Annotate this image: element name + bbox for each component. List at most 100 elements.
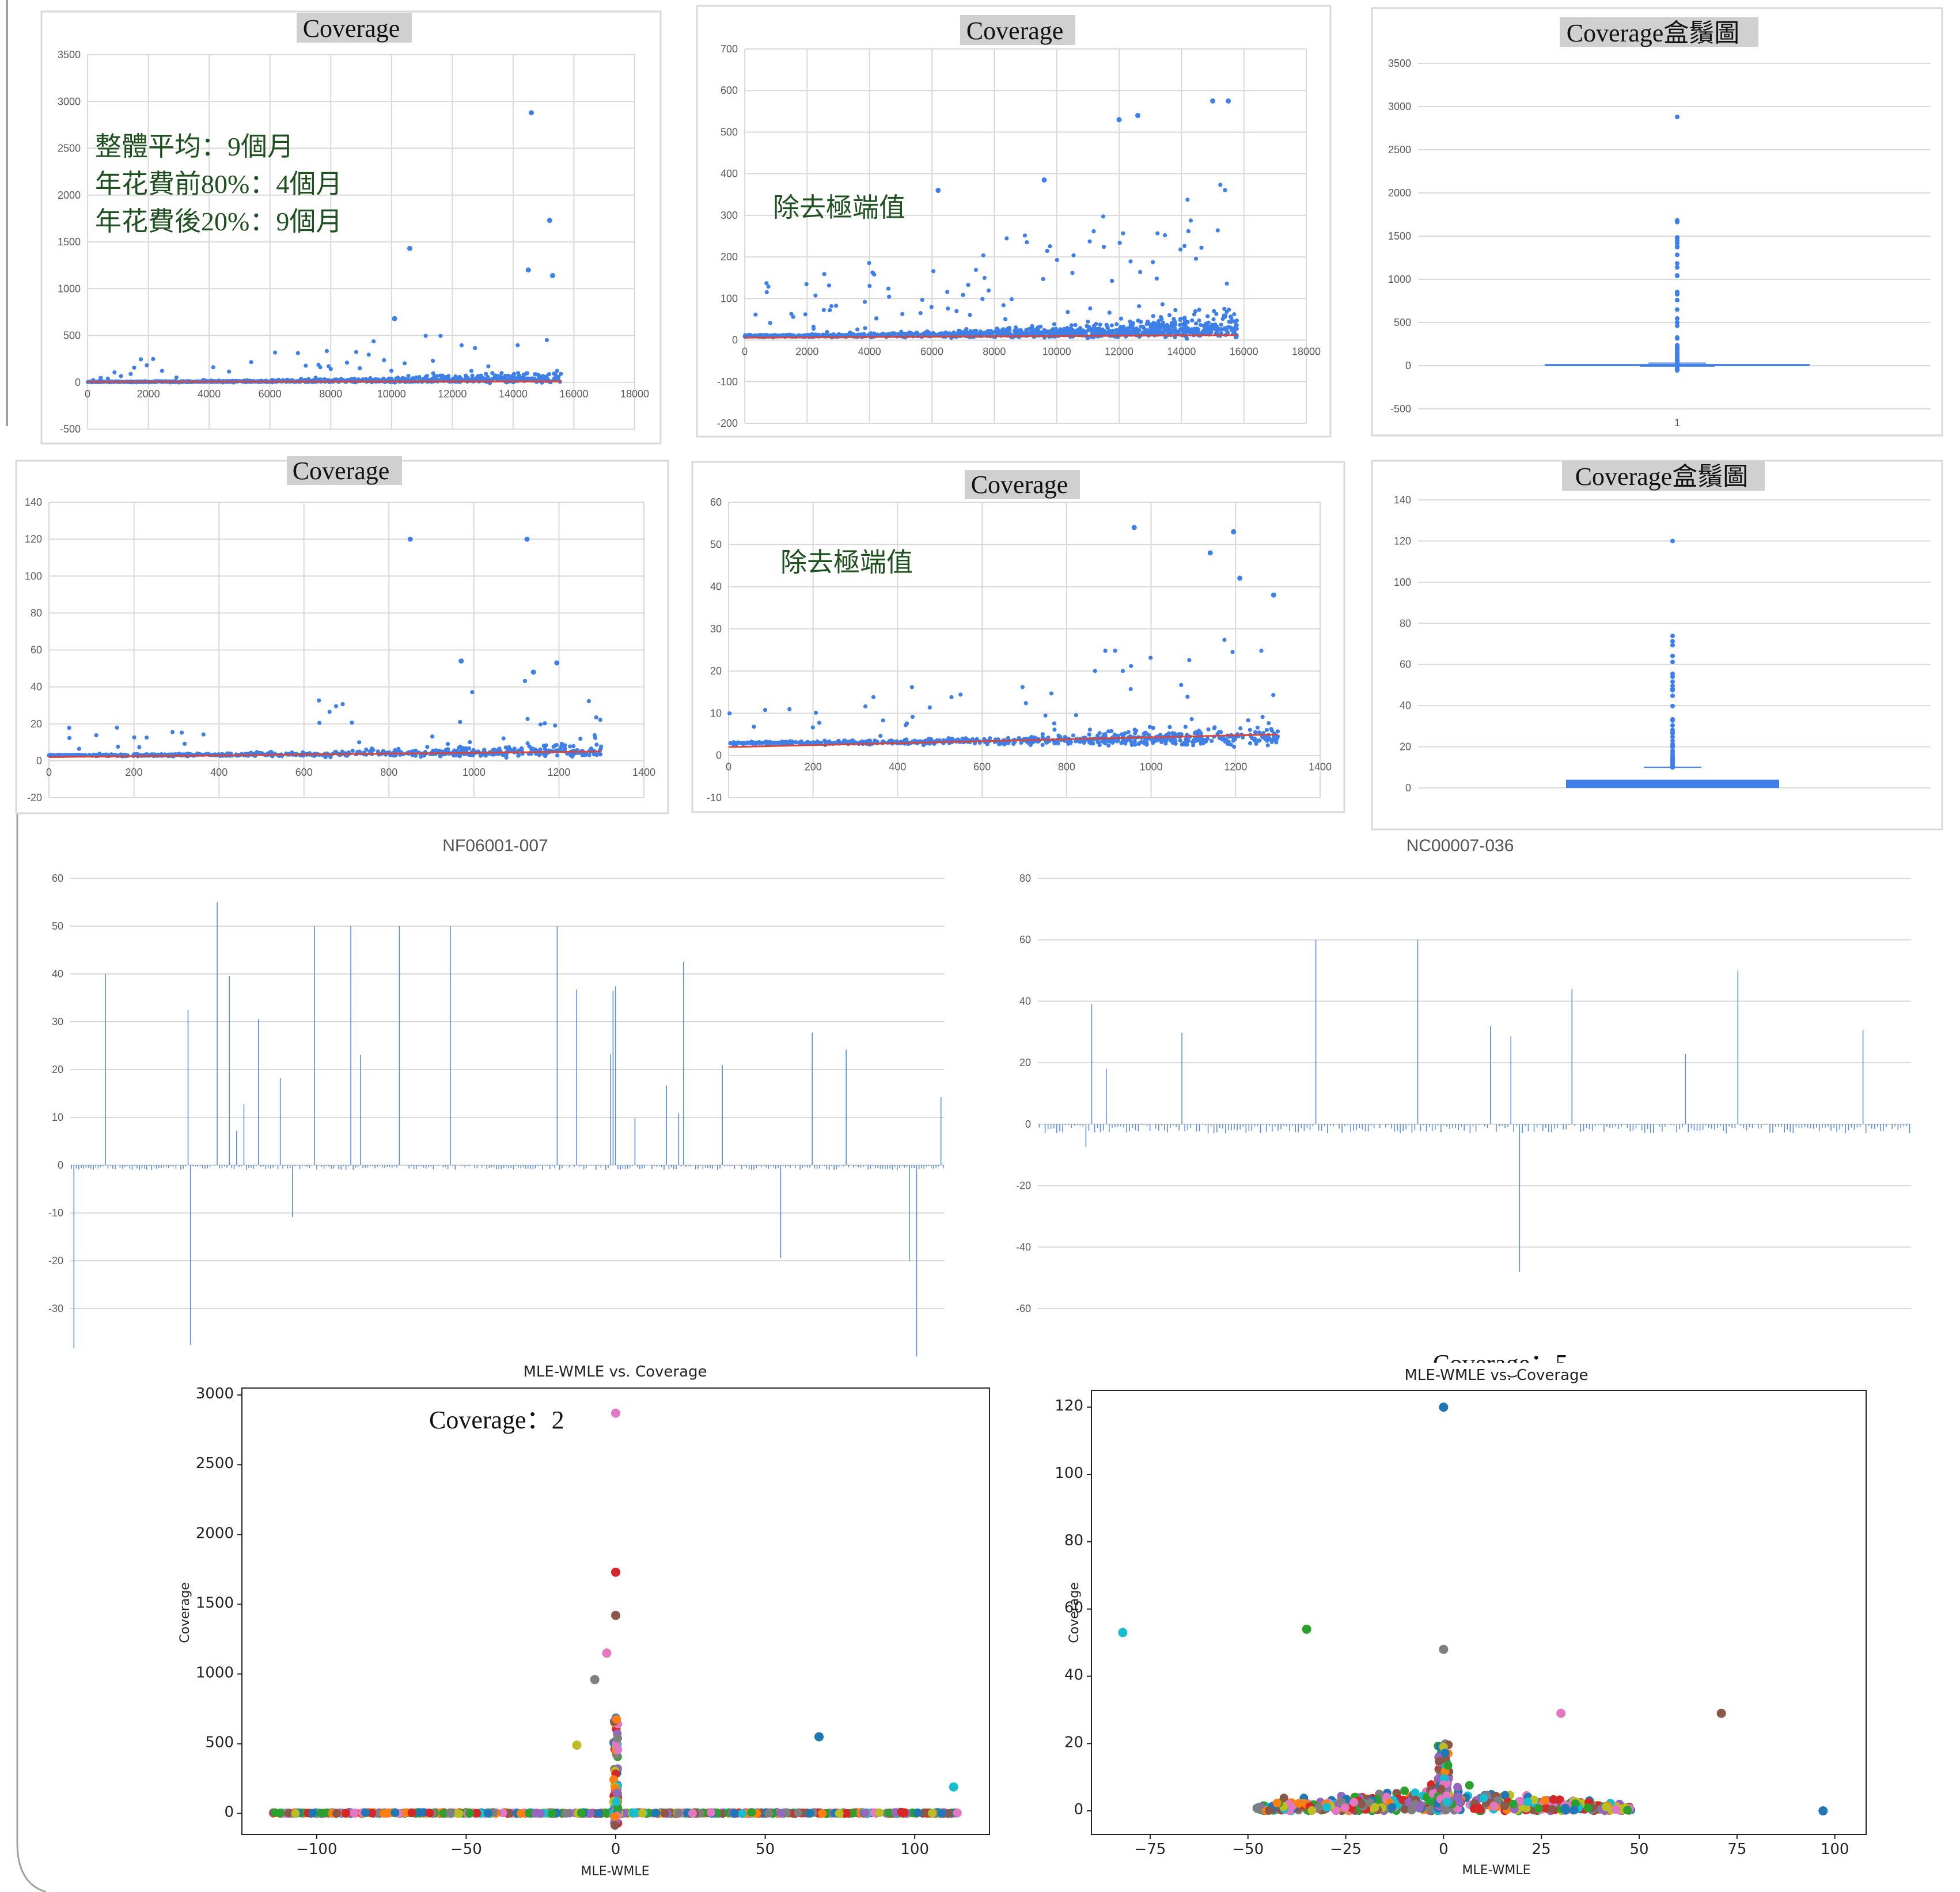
- data-point: [1271, 693, 1276, 697]
- data-point-outlier: [547, 218, 552, 223]
- box-outlier: [1675, 218, 1680, 223]
- data-point: [896, 332, 900, 337]
- data-point: [1267, 736, 1272, 741]
- x-tick-label: −50: [450, 1841, 482, 1858]
- data-point: [174, 375, 179, 380]
- data-point: [290, 750, 294, 755]
- x-tick-label: 8000: [983, 346, 1006, 358]
- data-point: [824, 333, 829, 338]
- y-tick-label: 40: [710, 581, 722, 593]
- data-point: [1136, 319, 1140, 323]
- data-point: [1178, 323, 1182, 327]
- box-outlier: [1675, 235, 1680, 240]
- data-point: [736, 740, 741, 745]
- data-point-outlier: [407, 245, 412, 251]
- data-point: [403, 361, 407, 366]
- data-point: [1138, 270, 1143, 274]
- box-outlier: [1670, 643, 1675, 648]
- data-point: [918, 311, 923, 316]
- data-point: [1003, 317, 1008, 321]
- data-point: [469, 377, 475, 381]
- data-point: [1091, 229, 1096, 234]
- data-point: [1183, 725, 1188, 729]
- data-point: [227, 369, 232, 374]
- data-point: [929, 305, 934, 309]
- data-point: [1229, 328, 1234, 332]
- data-point: [1007, 328, 1012, 333]
- data-point: [1025, 240, 1029, 245]
- data-point: [1191, 741, 1196, 745]
- box-outlier: [1675, 357, 1680, 362]
- data-point: [775, 741, 780, 745]
- box-outlier: [1675, 307, 1680, 312]
- data-point: [1158, 315, 1163, 320]
- data-point: [862, 299, 867, 304]
- annotation-line-3: 年花費後20%：9個月: [95, 207, 342, 236]
- data-point: [727, 711, 732, 716]
- annotation: 除去極端值: [780, 548, 913, 577]
- data-point: [183, 741, 187, 746]
- x-tick-label: 16000: [1230, 346, 1258, 358]
- data-point: [490, 371, 495, 376]
- y-tick-label: 10: [52, 1112, 63, 1123]
- data-point: [1173, 308, 1178, 313]
- x-tick-label: 1200: [547, 767, 570, 778]
- y-tick-label: 100: [721, 293, 738, 304]
- data-point: [961, 293, 965, 297]
- data-point: [1114, 322, 1119, 327]
- data-point: [1206, 727, 1211, 732]
- y-tick-label: 3500: [58, 49, 81, 60]
- data-point-outlier: [1131, 525, 1137, 530]
- data-point: [928, 331, 933, 336]
- data-point: [1001, 303, 1006, 308]
- data-point-outlier: [1207, 550, 1213, 556]
- y-tick-label: 700: [721, 43, 738, 55]
- data-point: [484, 371, 488, 376]
- data-point: [515, 343, 520, 348]
- data-point: [201, 732, 206, 737]
- data-point: [389, 369, 394, 373]
- data-point: [431, 358, 435, 363]
- y-tick-label: -10: [707, 792, 722, 803]
- x-tick-label: 0: [611, 1841, 621, 1858]
- data-point: [1129, 663, 1133, 668]
- chart-title-box: [287, 456, 402, 485]
- data-point: [1166, 328, 1171, 332]
- data-point: [1218, 730, 1223, 734]
- data-point: [1170, 741, 1175, 745]
- data-point: [1111, 328, 1116, 333]
- data-point: [927, 705, 932, 710]
- data-point: [1193, 256, 1198, 261]
- data-point: [1234, 323, 1238, 327]
- data-point: [1016, 329, 1021, 334]
- x-tick-label: 400: [889, 761, 906, 773]
- box-outlier: [1670, 683, 1675, 688]
- data-point: [1121, 231, 1125, 236]
- data-point: [509, 376, 514, 380]
- data-point: [1103, 649, 1108, 653]
- data-point: [1070, 271, 1075, 275]
- box-outlier: [1670, 679, 1675, 684]
- data-point: [1173, 320, 1177, 324]
- data-point: [470, 373, 475, 378]
- y-tick-label: 1000: [196, 1664, 234, 1681]
- data-point-outlier: [524, 536, 530, 542]
- data-point: [766, 285, 771, 289]
- data-point-outlier: [1041, 177, 1047, 183]
- data-point: [587, 753, 592, 757]
- data-point: [468, 740, 472, 745]
- y-tick-label: -10: [48, 1207, 63, 1219]
- data-point: [755, 741, 760, 745]
- data-point: [516, 374, 521, 378]
- data-point: [422, 376, 426, 381]
- data-point: [811, 741, 816, 745]
- data-point: [1162, 233, 1167, 238]
- data-point: [1229, 742, 1234, 747]
- data-point: [996, 742, 1002, 746]
- chart-title-box: [960, 15, 1075, 45]
- data-point: [828, 308, 832, 313]
- data-point: [105, 376, 110, 381]
- data-point: [525, 377, 530, 381]
- data-point: [1150, 737, 1154, 742]
- data-point: [552, 371, 556, 376]
